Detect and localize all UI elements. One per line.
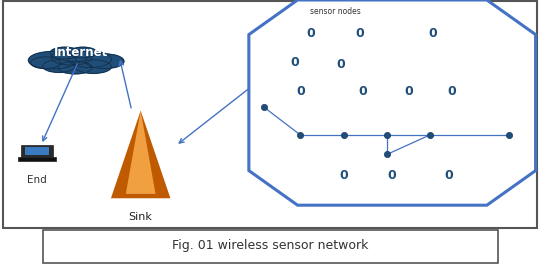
Text: 0: 0: [355, 27, 364, 40]
Ellipse shape: [58, 61, 92, 74]
Text: 0: 0: [445, 169, 453, 182]
Ellipse shape: [50, 47, 80, 59]
Polygon shape: [111, 111, 170, 198]
Polygon shape: [249, 0, 536, 205]
Text: 0: 0: [337, 58, 345, 71]
Text: sensor nodes: sensor nodes: [309, 7, 360, 16]
Text: 0: 0: [307, 27, 315, 40]
Ellipse shape: [85, 54, 124, 69]
Text: 0: 0: [296, 85, 305, 98]
Ellipse shape: [69, 47, 97, 58]
Ellipse shape: [75, 60, 111, 73]
FancyBboxPatch shape: [21, 145, 53, 157]
Ellipse shape: [51, 50, 92, 65]
Text: 0: 0: [388, 169, 397, 182]
Ellipse shape: [43, 60, 76, 72]
Text: 0: 0: [339, 169, 348, 182]
Text: 0: 0: [428, 27, 437, 40]
Polygon shape: [126, 111, 156, 194]
Text: 0: 0: [358, 85, 367, 98]
Text: End: End: [27, 175, 47, 185]
FancyBboxPatch shape: [18, 157, 56, 161]
FancyBboxPatch shape: [3, 1, 537, 228]
Text: 0: 0: [404, 85, 413, 98]
Text: Sink: Sink: [129, 212, 153, 222]
FancyBboxPatch shape: [43, 231, 498, 263]
Text: Internet: Internet: [54, 46, 108, 59]
Ellipse shape: [29, 52, 76, 69]
Text: Fig. 01 wireless sensor network: Fig. 01 wireless sensor network: [173, 239, 368, 252]
Text: 0: 0: [447, 85, 456, 98]
FancyBboxPatch shape: [25, 147, 49, 155]
Text: 0: 0: [291, 56, 299, 69]
Ellipse shape: [31, 57, 60, 69]
Ellipse shape: [68, 51, 111, 68]
